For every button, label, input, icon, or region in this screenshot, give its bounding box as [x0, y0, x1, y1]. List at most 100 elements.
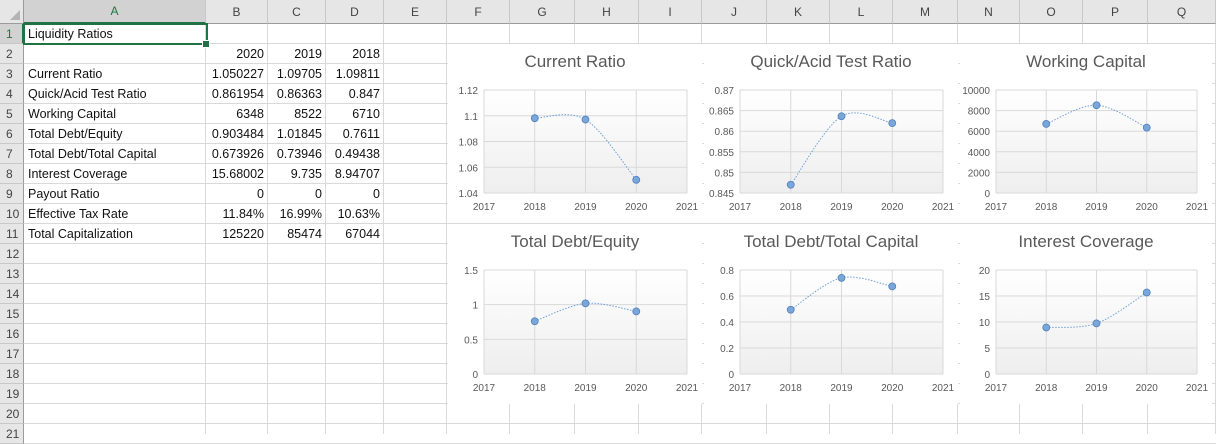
year-header-2019[interactable]: 2019 [294, 47, 322, 61]
fill-handle[interactable] [202, 40, 210, 48]
row-header-9[interactable]: 9 [0, 184, 24, 204]
column-header-j[interactable]: J [702, 0, 767, 24]
row-label[interactable]: Effective Tax Rate [28, 207, 129, 221]
column-header-o[interactable]: O [1020, 0, 1083, 24]
column-header-b[interactable]: B [206, 0, 268, 24]
y-tick-label: 1.08 [459, 138, 479, 149]
data-cell[interactable]: 0 [257, 187, 264, 201]
row-label[interactable]: Total Capitalization [28, 227, 133, 241]
data-cell[interactable]: 15.68002 [211, 167, 264, 181]
row-header-14[interactable]: 14 [0, 284, 24, 304]
row-header-8[interactable]: 8 [0, 164, 24, 184]
row-header-4[interactable]: 4 [0, 84, 24, 104]
data-cell[interactable]: 6348 [236, 107, 264, 121]
data-cell[interactable]: 0.847 [348, 87, 380, 101]
select-all-corner[interactable] [0, 0, 24, 24]
row-header-1[interactable]: 1 [0, 24, 24, 44]
cell-a1-title[interactable]: Liquidity Ratios [28, 27, 113, 41]
column-header-i[interactable]: I [639, 0, 702, 24]
chart-plot: 0 2000 4000 6000 8000 10000 2017 2018 2019 2020 20… [962, 86, 1208, 213]
row-label[interactable]: Working Capital [28, 107, 117, 121]
column-header-q[interactable]: Q [1148, 0, 1216, 24]
data-cell[interactable]: 1.050227 [211, 67, 264, 81]
row-header-18[interactable]: 18 [0, 364, 24, 384]
column-header-e[interactable]: E [384, 0, 447, 24]
data-cell[interactable]: 16.99% [279, 207, 322, 221]
row-header-7[interactable]: 7 [0, 144, 24, 164]
data-cell[interactable]: 67044 [345, 227, 380, 241]
data-cell[interactable]: 0.49438 [334, 147, 380, 161]
row-header-17[interactable]: 17 [0, 344, 24, 364]
row-header-2[interactable]: 2 [0, 44, 24, 64]
column-header-k[interactable]: K [767, 0, 830, 24]
column-header-c[interactable]: C [268, 0, 326, 24]
column-header-f[interactable]: F [447, 0, 510, 24]
data-cell[interactable]: 0.86363 [276, 87, 322, 101]
row-label[interactable]: Current Ratio [28, 67, 103, 81]
data-cell[interactable]: 0 [373, 187, 380, 201]
data-cell[interactable]: 8.94707 [334, 167, 380, 181]
data-cell[interactable]: 9.735 [290, 167, 322, 181]
row-gridline [24, 423, 1216, 424]
series-line [534, 302, 637, 322]
row-header-10[interactable]: 10 [0, 204, 24, 224]
data-cell[interactable]: 1.01845 [276, 127, 322, 141]
column-header-d[interactable]: D [326, 0, 384, 24]
row-header-3[interactable]: 3 [0, 64, 24, 84]
data-cell[interactable]: 1.09811 [335, 67, 380, 81]
column-header-l[interactable]: L [830, 0, 893, 24]
row-label[interactable]: Total Debt/Total Capital [28, 147, 157, 161]
row-label[interactable]: Payout Ratio [28, 187, 100, 201]
y-tick-label: 1 [472, 301, 478, 312]
row-header-16[interactable]: 16 [0, 324, 24, 344]
row-header-12[interactable]: 12 [0, 244, 24, 264]
data-cell[interactable]: 125220 [222, 227, 264, 241]
row-label[interactable]: Quick/Acid Test Ratio [28, 87, 147, 101]
year-header-2020[interactable]: 2020 [236, 47, 264, 61]
column-header-a[interactable]: A [24, 0, 206, 24]
data-cell[interactable]: 10.63% [337, 207, 380, 221]
row-header-20[interactable]: 20 [0, 404, 24, 424]
data-cell[interactable]: 0.903484 [211, 127, 264, 141]
chart-current-ratio[interactable]: Current Ratio 1.04 1.06 1.08 1.1 1.12 2017 2018… [448, 44, 702, 223]
row-gridline [24, 223, 1216, 224]
data-cell[interactable]: 0.73946 [276, 147, 322, 161]
data-cell[interactable]: 0 [315, 187, 322, 201]
chart-quick-acid-test-ratio[interactable]: Quick/Acid Test Ratio 0.845 0.85 0.855 0.86 0… [704, 44, 958, 223]
column-header-n[interactable]: N [958, 0, 1020, 24]
data-cell[interactable]: 1.09705 [276, 67, 322, 81]
data-cell[interactable]: 0.861954 [211, 87, 264, 101]
data-cell[interactable]: 0.673926 [211, 147, 264, 161]
row-label[interactable]: Interest Coverage [28, 167, 128, 181]
y-tick-label: 0 [984, 370, 990, 381]
data-cell[interactable]: 0.7611 [342, 127, 380, 141]
row-header-5[interactable]: 5 [0, 104, 24, 124]
chart-interest-coverage[interactable]: Interest Coverage 0 5 10 15 20 2017 2018 2019 202… [960, 224, 1212, 404]
column-header-m[interactable]: M [893, 0, 958, 24]
row-header-6[interactable]: 6 [0, 124, 24, 144]
column-header-h[interactable]: H [575, 0, 639, 24]
x-tick-label: 2019 [830, 383, 853, 394]
chart-total-debt-total-capital[interactable]: Total Debt/Total Capital 0 0.2 0.4 0.6 0.8 201… [704, 224, 958, 404]
active-cell-selection[interactable] [23, 23, 208, 45]
column-header-g[interactable]: G [510, 0, 575, 24]
chart-total-debt-equity[interactable]: Total Debt/Equity 0 0.5 1 1.5 2017 2018 2019 202… [448, 224, 702, 404]
row-header-15[interactable]: 15 [0, 304, 24, 324]
row-gridline [24, 43, 1216, 44]
y-tick-label: 0.865 [709, 107, 734, 118]
data-cell[interactable]: 6710 [352, 107, 380, 121]
data-point [1042, 119, 1051, 128]
row-label[interactable]: Total Debt/Equity [28, 127, 123, 141]
row-header-21[interactable]: 21 [0, 424, 24, 444]
row-header-19[interactable]: 19 [0, 384, 24, 404]
y-tick-label: 0.845 [709, 189, 734, 200]
row-header-13[interactable]: 13 [0, 264, 24, 284]
data-cell[interactable]: 8522 [294, 107, 322, 121]
row-header-11[interactable]: 11 [0, 224, 24, 244]
data-cell[interactable]: 85474 [287, 227, 322, 241]
data-cell[interactable]: 11.84% [222, 207, 264, 221]
column-header-p[interactable]: P [1083, 0, 1148, 24]
chart-working-capital[interactable]: Working Capital 0 2000 4000 6000 8000 10000 201… [960, 44, 1212, 223]
year-header-2018[interactable]: 2018 [352, 47, 380, 61]
